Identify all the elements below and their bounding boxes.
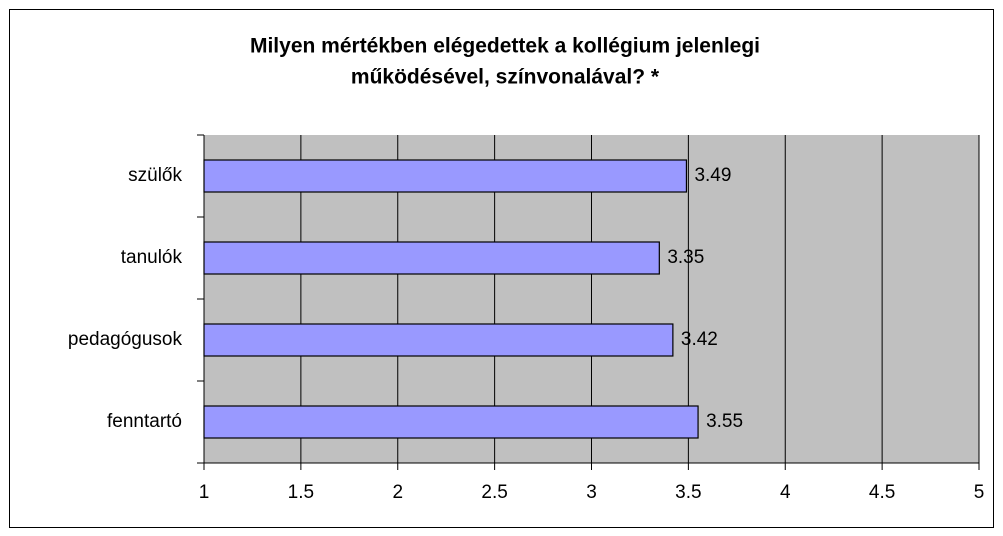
bar	[203, 241, 660, 275]
x-tick-label: 4	[780, 482, 791, 503]
x-tick-label: 3.5	[675, 482, 701, 503]
x-tick-label: 1.5	[288, 482, 314, 503]
x-tick-label: 4.5	[869, 482, 895, 503]
bar	[203, 323, 674, 357]
x-tick-label: 3	[586, 482, 597, 503]
y-tick-label: pedagógusok	[68, 329, 183, 350]
data-label: 3.42	[681, 329, 718, 350]
x-tick-label: 2.5	[481, 482, 507, 503]
y-tick-label: fenntartó	[107, 411, 182, 432]
data-label: 3.35	[667, 247, 704, 268]
bar	[203, 405, 699, 439]
x-tick-label: 2	[392, 482, 403, 503]
x-tick-label: 5	[974, 482, 985, 503]
bar	[203, 159, 688, 193]
chart-title: Milyen mértékben elégedettek a kollégium…	[250, 35, 760, 58]
chart-title: működésével, színvonalával? *	[351, 66, 660, 89]
y-tick-label: szülők	[128, 165, 182, 186]
y-tick-label: tanulók	[121, 247, 183, 268]
x-tick-label: 1	[199, 482, 210, 503]
data-label: 3.55	[706, 411, 743, 432]
data-label: 3.49	[694, 165, 731, 186]
